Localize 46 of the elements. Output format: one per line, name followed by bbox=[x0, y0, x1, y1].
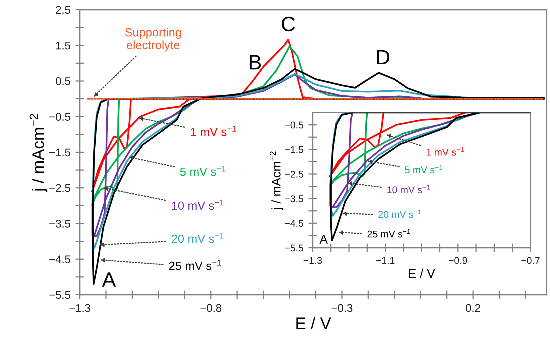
text: 10 mV s$^{−1}$ bbox=[172, 200, 224, 210]
x-tick-label: −0.3 bbox=[332, 304, 353, 312]
y-tick-label: −4.5 bbox=[50, 256, 71, 264]
y-tick-label: −1.5 bbox=[50, 148, 71, 157]
line-series bbox=[329, 112, 466, 178]
text: 20 mV s$^{−1}$ bbox=[172, 233, 224, 244]
y-tick-label: −0.5 bbox=[50, 113, 71, 121]
y-tick-label: −3.5 bbox=[285, 196, 304, 202]
annotation: D bbox=[377, 50, 390, 65]
text: 20 mV s$^{−1}$ bbox=[378, 210, 422, 218]
text: 1 mV s$^{−1}$ bbox=[426, 148, 464, 156]
y-axis-title: j / mAcm$^{−2}$ bbox=[270, 152, 284, 210]
line-series bbox=[330, 112, 531, 242]
x-tick-label: −0.8 bbox=[200, 304, 222, 312]
y-tick-label: −2.5 bbox=[285, 170, 304, 178]
y-tick-label: −2.5 bbox=[50, 184, 71, 192]
text: 25 mV s$^{−1}$ bbox=[368, 229, 410, 238]
y-tick-label: −1.5 bbox=[285, 146, 304, 154]
x-tick-label: −0.9 bbox=[449, 257, 468, 264]
y-tick-label: −5.5 bbox=[50, 291, 71, 300]
y-tick-label: −5.5 bbox=[285, 244, 304, 252]
annotation: B bbox=[250, 55, 262, 70]
x-tick-label: −1.1 bbox=[376, 257, 395, 264]
x-tick-label: −0.7 bbox=[522, 257, 540, 264]
y-tick-label: 1.5 bbox=[56, 42, 71, 50]
x-tick-label: −1.3 bbox=[70, 304, 91, 312]
y-axis-title: j / mAcm$^{−2}$ bbox=[30, 114, 48, 192]
y-tick-label: −4.5 bbox=[285, 220, 304, 228]
text: Supporting electrolyte bbox=[125, 28, 182, 52]
annotation: A bbox=[320, 235, 328, 244]
y-tick-label: −3.5 bbox=[50, 220, 71, 228]
text: 5 mV s$^{−1}$ bbox=[405, 165, 443, 174]
x-tick-label: −1.3 bbox=[304, 257, 322, 264]
x-axis-title: E / V bbox=[409, 268, 436, 278]
series-label: 1 mV s$^{−1}$ bbox=[191, 126, 236, 136]
text: 25 mV s$^{−1}$ bbox=[169, 260, 222, 270]
text: 5 mV s$^{−1}$ bbox=[180, 166, 226, 176]
y-tick-label: −0.5 bbox=[285, 122, 304, 129]
annotation: C bbox=[282, 16, 296, 32]
x-axis-title: E / V bbox=[296, 317, 332, 330]
y-tick-label: 2.5 bbox=[56, 6, 71, 14]
line-series bbox=[92, 68, 545, 286]
x-tick-label: 0.2 bbox=[466, 304, 480, 312]
text: 10 mV s$^{−1}$ bbox=[388, 185, 430, 194]
annotation: A bbox=[102, 272, 116, 287]
y-tick-label: 0.5 bbox=[56, 78, 71, 86]
